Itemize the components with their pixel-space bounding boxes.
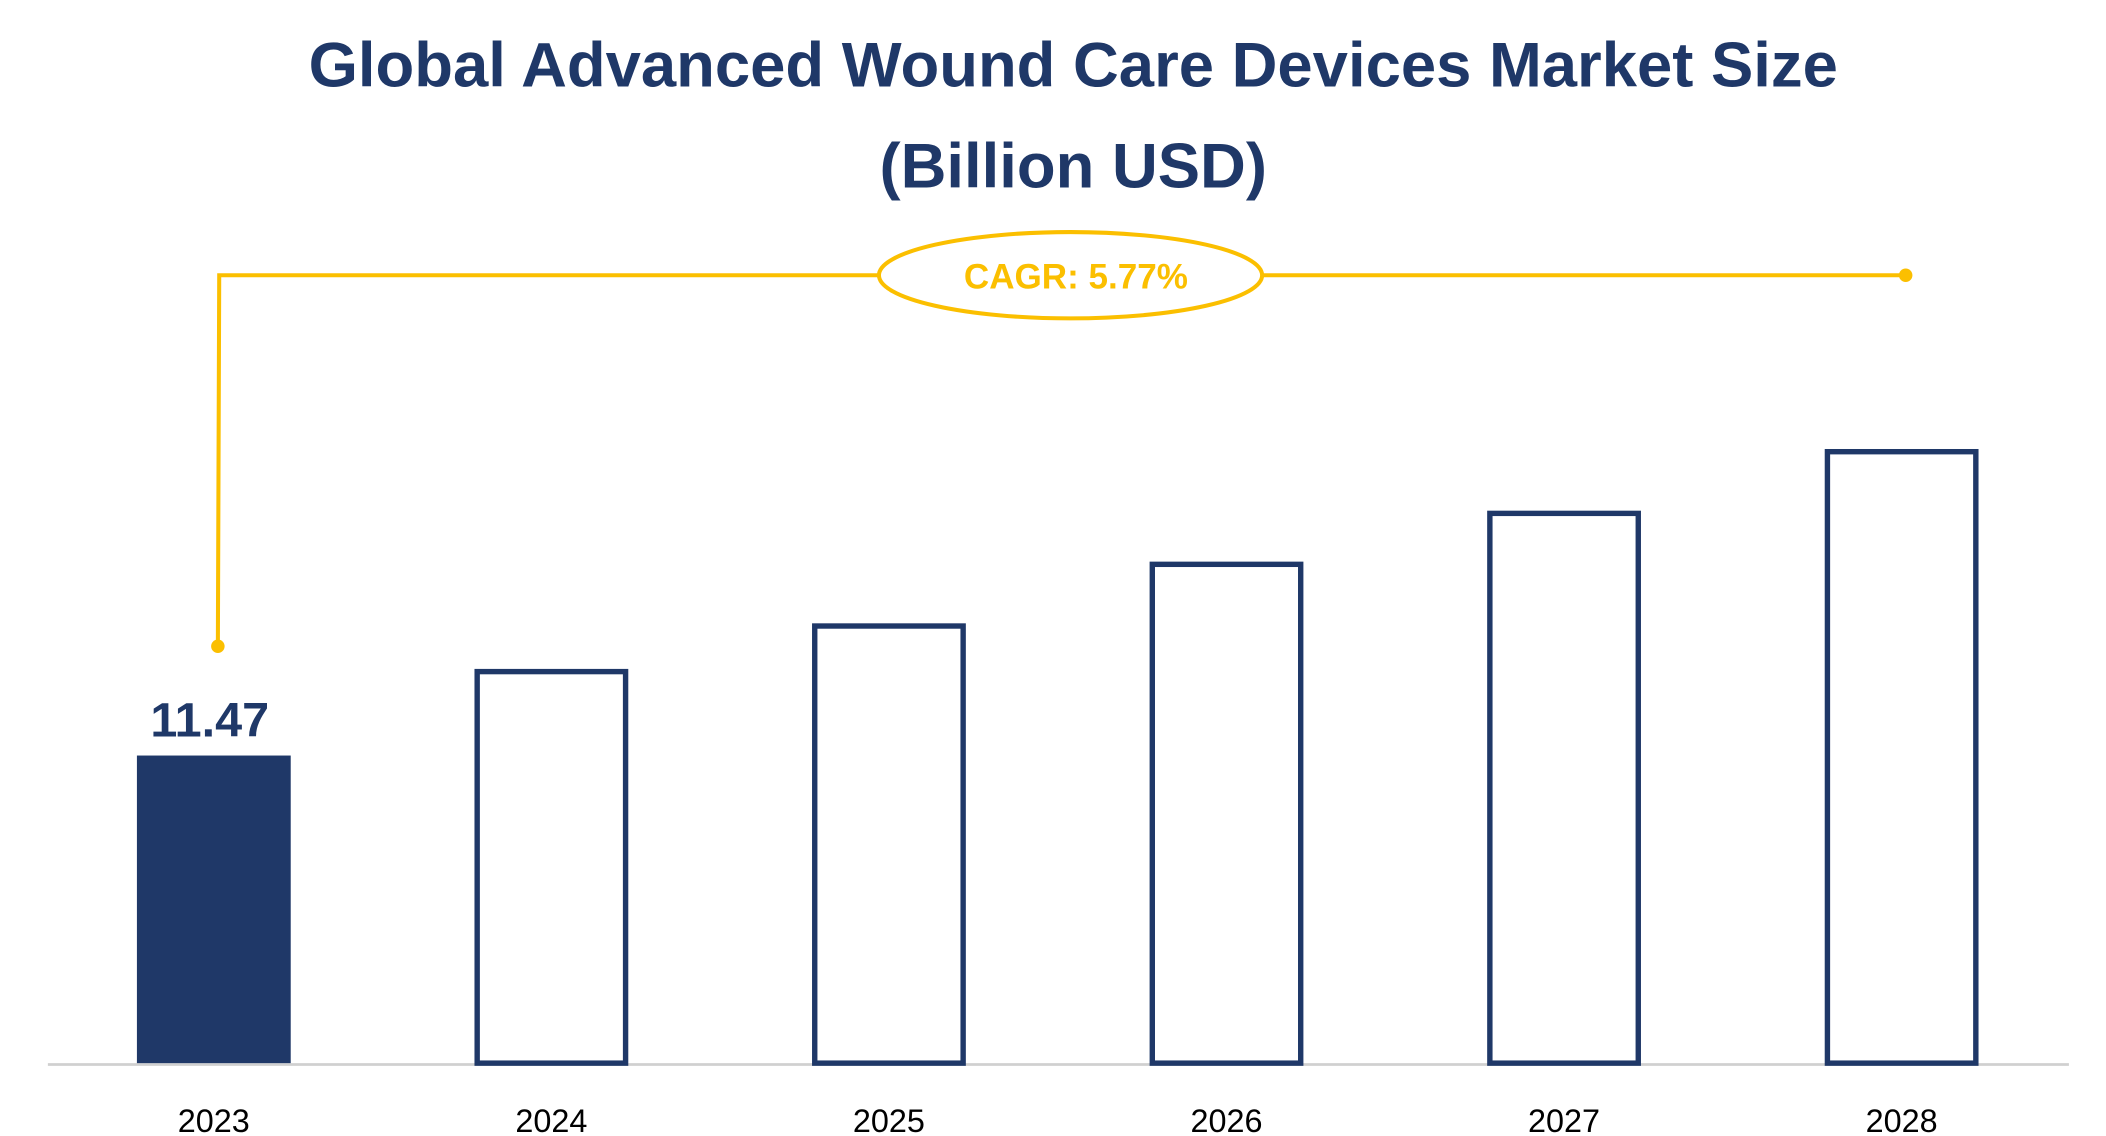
- cagr-ellipse: [876, 230, 1265, 321]
- cagr-annotation: CAGR: 5.77%: [211, 230, 1913, 653]
- x-tick-label: 2028: [1866, 1103, 1938, 1136]
- data-label: 11.47: [150, 694, 269, 748]
- cagr-start-dot: [211, 639, 225, 653]
- bar-2026: [1149, 561, 1304, 1066]
- cagr-label: CAGR: 5.77%: [964, 258, 1188, 297]
- bar-2027: [1487, 510, 1641, 1066]
- x-tick-label: 2026: [1190, 1103, 1262, 1136]
- chart-title-line1: Global Advanced Wound Care Devices Marke…: [309, 30, 1838, 100]
- x-tick-label: 2023: [178, 1103, 250, 1136]
- cagr-line: [215, 273, 1906, 647]
- cagr-end-dot: [1898, 268, 1913, 282]
- bar-2025: [812, 623, 966, 1066]
- chart-title-line2: (Billion USD): [880, 132, 1267, 202]
- bar-2023: [136, 755, 291, 1064]
- x-tick-label: 2024: [515, 1103, 587, 1136]
- bar-2028: [1824, 448, 1979, 1066]
- x-tick-label: 2027: [1528, 1103, 1600, 1136]
- x-tick-label: 2025: [853, 1103, 925, 1136]
- bar-2024: [474, 668, 629, 1066]
